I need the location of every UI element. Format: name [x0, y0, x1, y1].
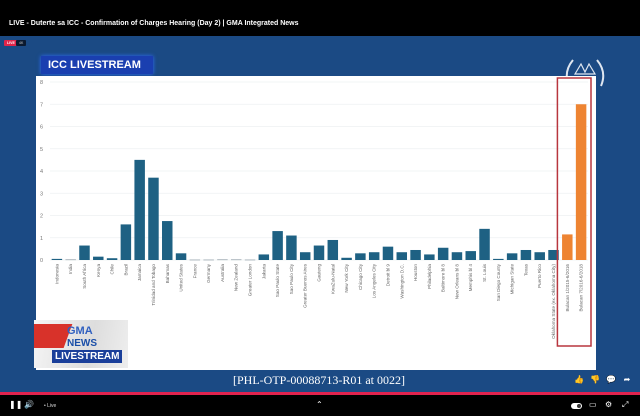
share-icon[interactable]: ➦: [623, 375, 631, 384]
svg-text:0: 0: [40, 258, 43, 264]
svg-text:Chile: Chile: [110, 264, 115, 275]
svg-text:Sao Paulo State: Sao Paulo State: [275, 264, 280, 298]
live-badge: LIVE: [4, 40, 18, 46]
svg-text:Bahamas: Bahamas: [165, 263, 170, 283]
settings-gear-icon[interactable]: ⚙: [605, 400, 613, 409]
svg-text:Gauteng: Gauteng: [317, 264, 322, 282]
svg-text:San Diego County: San Diego County: [496, 263, 501, 301]
fullscreen-icon[interactable]: ⤢: [622, 400, 629, 409]
svg-text:Chicago City: Chicago City: [358, 263, 363, 290]
svg-text:Greater London: Greater London: [248, 264, 253, 297]
chart-canvas: 0 1 2 3 4 5 6 7 8 Indonesia India South Africa Kenya…: [40, 77, 592, 347]
svg-text:New Orleans bl 8: New Orleans bl 8: [454, 264, 459, 300]
svg-text:Kenya: Kenya: [96, 264, 101, 277]
svg-text:Houston: Houston: [413, 264, 418, 282]
live-indicator[interactable]: • Live: [44, 403, 57, 409]
reactions-bar: 👍 👎 💬 ➦: [574, 375, 632, 384]
svg-text:France: France: [192, 264, 197, 279]
expand-chevron-icon[interactable]: ⌃: [316, 400, 323, 409]
svg-text:7: 7: [40, 102, 43, 108]
thumbs-down-icon[interactable]: 👎: [590, 375, 600, 384]
svg-text:Bulacan 7/2016-6/2018: Bulacan 7/2016-6/2018: [579, 264, 584, 312]
svg-text:New Zealand: New Zealand: [234, 264, 239, 292]
svg-text:Indonesia: Indonesia: [54, 264, 59, 284]
autoplay-toggle[interactable]: [571, 403, 582, 409]
svg-text:KwaZulu-Natal: KwaZulu-Natal: [330, 264, 335, 294]
svg-text:3: 3: [40, 191, 43, 197]
svg-text:Brazil: Brazil: [123, 264, 128, 276]
pause-button[interactable]: ❚❚: [9, 400, 23, 409]
svg-text:Greater Buenos Aires: Greater Buenos Aires: [303, 263, 308, 308]
exhibit-caption: [PHL-OTP-00088713-R01 at 0022]: [233, 373, 405, 387]
overlay-title: ICC LIVESTREAM: [41, 56, 153, 74]
svg-text:Australia: Australia: [220, 264, 225, 282]
svg-text:St. Louis: St. Louis: [482, 263, 487, 282]
svg-text:Texas: Texas: [523, 263, 528, 276]
comment-icon[interactable]: 💬: [606, 375, 616, 384]
video-title: LIVE - Duterte sa ICC - Confirmation of …: [9, 20, 299, 27]
svg-text:1: 1: [40, 236, 43, 242]
quality-badge: 4K: [16, 40, 27, 46]
svg-text:Michigan State: Michigan State: [510, 264, 515, 295]
svg-text:Germany: Germany: [206, 263, 211, 283]
svg-text:India: India: [68, 264, 73, 274]
svg-text:New York City: New York City: [344, 263, 349, 292]
svg-text:8: 8: [40, 80, 43, 86]
svg-text:Philadelphia: Philadelphia: [427, 264, 432, 289]
svg-text:Detroit bl 9: Detroit bl 9: [385, 264, 390, 287]
bar-chart: 0 1 2 3 4 5 6 7 8 Indonesia India South Africa Kenya…: [36, 76, 596, 370]
thumbs-up-icon[interactable]: 👍: [574, 375, 584, 384]
svg-text:United States: United States: [179, 263, 184, 291]
svg-text:Los Angeles City: Los Angeles City: [372, 263, 377, 298]
svg-text:6: 6: [40, 125, 43, 131]
volume-button[interactable]: 🔊: [24, 400, 34, 409]
svg-text:Trinidad and Tobago: Trinidad and Tobago: [151, 264, 156, 306]
svg-text:Washington D.C.: Washington D.C.: [399, 264, 404, 299]
svg-text:5: 5: [40, 147, 43, 153]
progress-bar[interactable]: [0, 392, 640, 395]
svg-text:2: 2: [40, 214, 43, 220]
captions-button[interactable]: ▭: [589, 400, 597, 409]
svg-text:4: 4: [40, 169, 43, 175]
video-player[interactable]: LIVE 4K ICC LIVESTREAM 0 1 2 3 4 5 6 7 8 Indonesi…: [0, 36, 640, 394]
svg-text:Jakarta: Jakarta: [261, 264, 266, 280]
svg-text:Sao Paulo City: Sao Paulo City: [289, 263, 294, 294]
svg-text:Memphis bl 4: Memphis bl 4: [468, 264, 473, 292]
title-bar: LIVE - Duterte sa ICC - Confirmation of …: [0, 0, 640, 36]
svg-text:Puerto Rico: Puerto Rico: [537, 264, 542, 288]
player-controls: ❚❚ 🔊 • Live ⌃ ▭ ⚙ ⤢: [0, 395, 640, 416]
svg-text:Jamaica: Jamaica: [137, 264, 142, 282]
svg-text:South Africa: South Africa: [82, 264, 87, 289]
svg-text:Oklahoma State (ex. Oklahoma C: Oklahoma State (ex. Oklahoma City): [551, 264, 556, 339]
svg-text:Bulacan 1/2015-6/2016: Bulacan 1/2015-6/2016: [565, 264, 570, 312]
svg-text:Baltimore bl 8: Baltimore bl 8: [441, 264, 446, 293]
gma-news-logo: GMA NEWS LIVESTREAM: [34, 320, 128, 368]
